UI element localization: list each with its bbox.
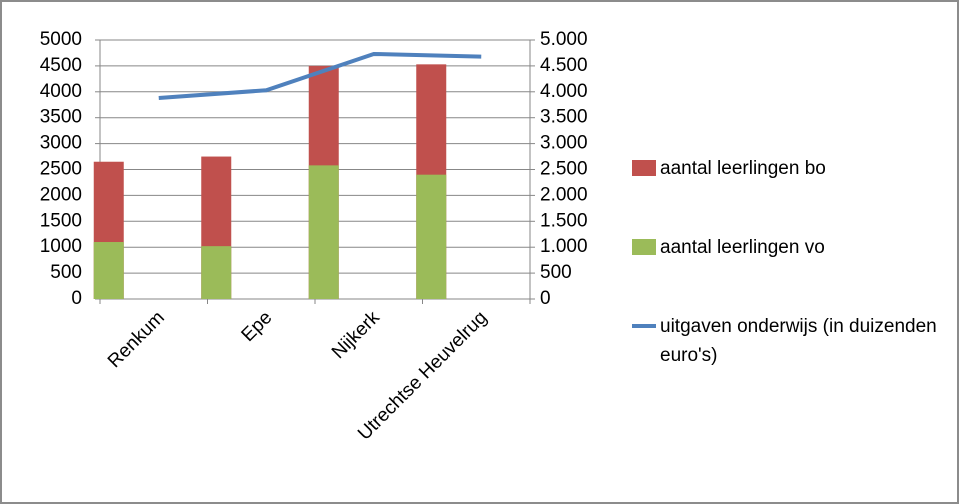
legend-item: aantal leerlingen vo [632,233,940,262]
y2-tick-label: 1.500 [540,210,588,231]
legend-item: uitgaven onderwijs (in duizenden euro's) [632,312,940,370]
y-tick-label: 0 [71,288,82,309]
y-tick-label: 4000 [40,81,82,102]
y2-tick-label: 5.000 [540,29,588,50]
bar [201,246,232,299]
y-tick-label: 1500 [40,210,82,231]
y2-tick-label: 3.500 [540,107,588,128]
y2-tick-label: 3.000 [540,133,588,154]
legend-swatch [632,160,656,176]
x-tick-label: Renkum [104,307,169,372]
y-tick-label: 3000 [40,133,82,154]
x-tick-label: Nijkerk [328,307,384,363]
y2-tick-label: 0 [540,288,551,309]
bar [416,174,447,299]
bar [308,165,339,299]
y-tick-label: 2500 [40,159,82,180]
y-tick-label: 1000 [40,236,82,257]
legend-label: aantal leerlingen bo [660,158,826,179]
y2-tick-label: 4.500 [540,55,588,76]
y-tick-label: 500 [50,262,82,283]
y-tick-label: 3500 [40,107,82,128]
y-tick-label: 2000 [40,184,82,205]
legend-swatch [632,239,656,255]
y-tick-label: 5000 [40,29,82,50]
bar [93,242,124,299]
y2-tick-label: 4.000 [540,81,588,102]
line [158,51,482,101]
legend-item: aantal leerlingen bo [632,154,940,183]
y2-tick-label: 500 [540,262,572,283]
x-tick-label: Epe [238,307,277,346]
legend-swatch [632,324,656,328]
y2-tick-label: 2.000 [540,184,588,205]
legend-label: aantal leerlingen vo [660,237,825,258]
y2-tick-label: 1.000 [540,236,588,257]
y2-tick-label: 2.500 [540,159,588,180]
legend-label: uitgaven onderwijs (in duizenden euro's) [660,316,937,366]
y-tick-label: 4500 [40,55,82,76]
